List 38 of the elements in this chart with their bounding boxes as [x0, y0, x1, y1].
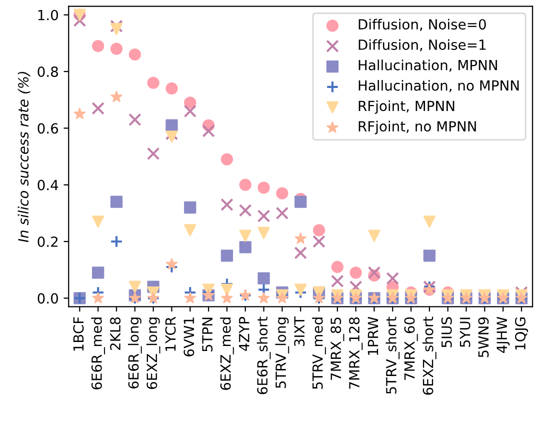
x-tick-label: 3IXT — [294, 316, 305, 346]
x-tick-label: 1YCR — [165, 316, 176, 351]
x-tick-label: 6E6R_long — [128, 318, 142, 388]
x-tick-label: 1PRW — [368, 316, 378, 355]
x-tick-label: 2KL8 — [110, 317, 121, 350]
x-tick-label: 6EXZ_short — [422, 316, 436, 395]
y-tick-label: 0.2 — [38, 236, 58, 247]
x-tick-label: 6EXZ_long — [146, 318, 160, 389]
legend-label: Hallucination, no MPNN — [358, 80, 519, 92]
y-axis-title: In silico success rate (%) — [18, 72, 30, 242]
x-tick-label: 6E6R_short — [256, 316, 271, 394]
x-tick-label: 7MRX_128 — [349, 317, 363, 389]
x-tick-label: 6EXZ_med — [220, 318, 234, 390]
x-tick-label: 6VW1 — [184, 318, 194, 356]
x-tick-label: 1BCF — [73, 317, 84, 351]
x-tick-label: 5TRV_med — [312, 318, 326, 389]
y-tick-label: 0.6 — [38, 123, 58, 134]
x-tick-label: 7MRX_60 — [404, 317, 418, 380]
x-tick-label: 5TRV_short — [386, 316, 400, 394]
x-tick-label: 5TPN — [202, 318, 213, 352]
legend-label: Diffusion, Noise=0 — [358, 18, 486, 32]
y-tick-label: 0.8 — [38, 66, 58, 77]
legend-label: Hallucination, MPNN — [358, 60, 497, 72]
legend-label: RFjoint, no MPNN — [358, 120, 476, 134]
x-tick-label: 5IUS — [441, 317, 452, 348]
x-tick-label: 1QJG — [515, 318, 528, 350]
y-tick-label: 1.0 — [38, 10, 58, 20]
x-tick-label: 7MRX_85 — [330, 318, 344, 380]
x-tick-label: 5WN9 — [478, 317, 489, 358]
legend-label: Diffusion, Noise=1 — [358, 39, 486, 52]
x-tick-label: 5TRV_long — [275, 318, 290, 388]
y-tick-label: 0.0 — [38, 293, 58, 304]
x-tick-label: 5YUI — [460, 318, 470, 347]
x-tick-label: 6E6R_med — [91, 318, 105, 390]
y-tick-label: 0.4 — [38, 180, 58, 190]
x-tick-label: 4ZYP — [239, 316, 250, 351]
legend-label: RFjoint, MPNN — [358, 100, 454, 114]
x-tick-label: 4JHW — [496, 316, 510, 353]
